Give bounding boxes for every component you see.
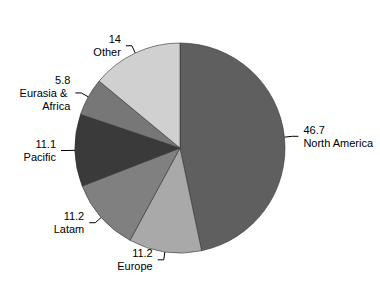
- svg-text:Africa: Africa: [42, 100, 71, 112]
- svg-text:Other: Other: [93, 46, 121, 58]
- svg-text:46.7: 46.7: [303, 124, 324, 136]
- svg-text:11.2: 11.2: [132, 247, 153, 259]
- svg-text:Europe: Europe: [117, 260, 152, 272]
- svg-text:5.8: 5.8: [55, 74, 70, 86]
- svg-text:14: 14: [109, 33, 121, 45]
- svg-text:11.2: 11.2: [64, 210, 85, 222]
- svg-text:Eurasia &: Eurasia &: [20, 87, 71, 99]
- svg-text:Pacific: Pacific: [24, 151, 57, 163]
- svg-text:Latam: Latam: [54, 223, 85, 235]
- svg-text:11.1: 11.1: [35, 138, 56, 150]
- svg-text:North America: North America: [303, 137, 374, 149]
